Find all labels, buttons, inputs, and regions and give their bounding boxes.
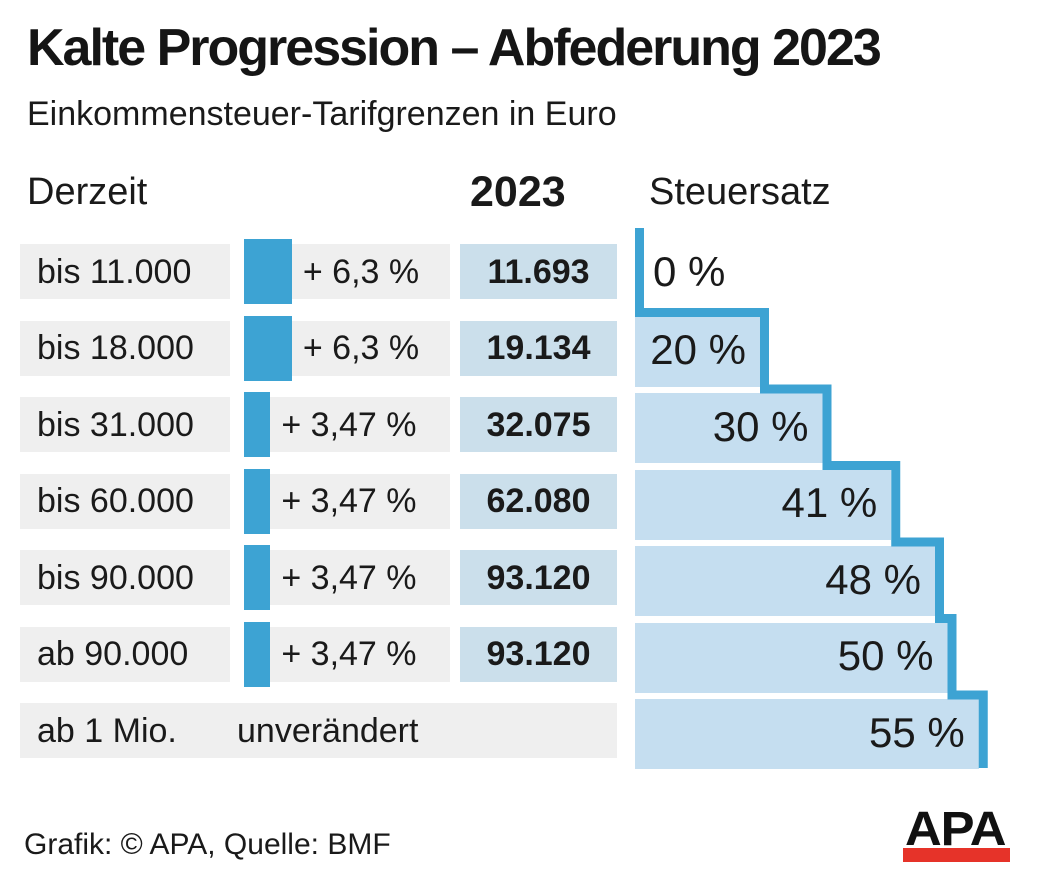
- apa-logo-red-bar: [903, 848, 1010, 862]
- limit-2023-cell-text: 19.134: [486, 329, 591, 367]
- limit-2023-cell: 11.693: [460, 244, 617, 299]
- row-current-cell-text: bis 90.000: [37, 558, 194, 597]
- row-current-cell: bis 90.000: [20, 550, 230, 605]
- row-current-cell: ab 90.000: [20, 626, 230, 682]
- limit-2023-cell: 62.080: [460, 473, 617, 529]
- source-credit: Grafik: © APA, Quelle: BMF: [24, 828, 391, 861]
- tax-rate-label: 55 %: [869, 708, 965, 756]
- increase-bar: [244, 315, 292, 381]
- tax-rate-label: 30 %: [712, 402, 809, 450]
- limit-2023-cell-text: 93.120: [486, 558, 591, 597]
- increase-bar: [244, 239, 292, 304]
- increase-label-cell-text: + 3,47 %: [281, 635, 417, 673]
- limit-2023-cell: 19.134: [460, 320, 617, 376]
- limit-2023-cell-text: 62.080: [486, 482, 591, 520]
- increase-label-cell: + 6,3 %: [291, 244, 450, 299]
- limit-2023-cell-text: 11.693: [487, 252, 590, 291]
- increase-label-cell: + 6,3 %: [291, 320, 450, 376]
- increase-label-cell-text: + 3,47 %: [281, 558, 417, 597]
- increase-bar: [244, 468, 271, 534]
- row-current-cell-text: bis 31.000: [37, 405, 194, 444]
- limit-2023-cell: 93.120: [460, 550, 617, 605]
- row-current-cell-wide: ab 1 Mio. unverändert: [20, 703, 617, 758]
- tax-rate-label: 41 %: [781, 479, 878, 526]
- limit-2023-cell: 32.075: [460, 397, 617, 452]
- column-header-current: Derzeit: [27, 171, 148, 213]
- row-current-cell-text: bis 60.000: [37, 482, 194, 520]
- limit-2023-cell: 93.120: [460, 626, 617, 682]
- limit-2023-cell-text: 32.075: [486, 405, 591, 444]
- row-current-cell: bis 18.000: [20, 320, 230, 376]
- increase-label-cell-text: + 6,3 %: [302, 252, 420, 291]
- column-header-tax-rate: Steuersatz: [649, 171, 831, 213]
- page-title: Kalte Progression – Abfederung 2023: [27, 19, 882, 77]
- row-current-cell-text: bis 11.000: [37, 252, 192, 291]
- increase-label-cell: + 3,47 %: [270, 626, 450, 682]
- increase-bar: [244, 545, 271, 610]
- column-header-2023: 2023: [470, 168, 566, 216]
- increase-label-cell-text: + 3,47 %: [281, 482, 417, 520]
- tax-rate-label: 48 %: [825, 555, 921, 603]
- increase-label-cell-text: + 6,3 %: [302, 329, 420, 367]
- tax-rate-label: 20 %: [650, 326, 746, 373]
- increase-bar: [244, 392, 271, 457]
- row-current-cell-text: bis 18.000: [37, 329, 194, 367]
- limit-2023-cell-text: 93.120: [486, 635, 591, 673]
- row-current-cell-text: ab 90.000: [37, 635, 189, 673]
- increase-label-cell: + 3,47 %: [270, 473, 450, 529]
- increase-bar: [244, 621, 271, 687]
- increase-label-cell: + 3,47 %: [270, 397, 450, 452]
- increase-label-cell-text: + 3,47 %: [281, 405, 417, 444]
- tax-rate-label: 0 %: [653, 247, 726, 295]
- page-subtitle: Einkommensteuer-Tarifgrenzen in Euro: [27, 95, 617, 133]
- row-current-cell: bis 60.000: [20, 473, 230, 529]
- unchanged-label: unverändert: [237, 711, 419, 750]
- tax-rate-label: 50 %: [837, 632, 934, 679]
- row-current-cell: bis 11.000: [20, 244, 230, 299]
- row-current-cell-wide-text: ab 1 Mio.: [37, 711, 177, 750]
- row-current-cell: bis 31.000: [20, 397, 230, 452]
- increase-label-cell: + 3,47 %: [270, 550, 450, 605]
- apa-logo-text: APA: [905, 803, 1007, 856]
